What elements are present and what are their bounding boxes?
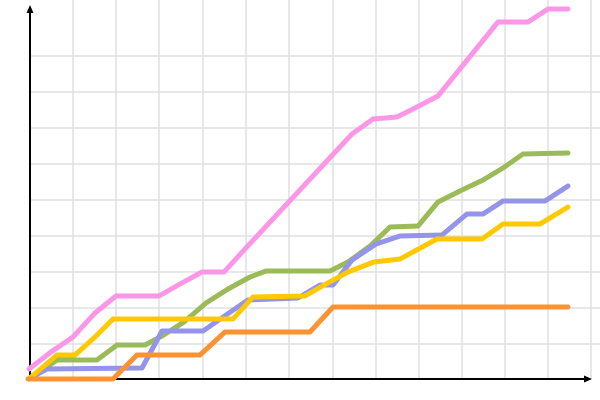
series-blue-line xyxy=(27,183,571,381)
series-pink-line xyxy=(26,6,571,372)
y-axis-arrow-icon xyxy=(26,5,34,13)
series-orange-line xyxy=(25,304,571,382)
series-green-line xyxy=(27,150,571,381)
x-axis-arrow-icon xyxy=(584,375,592,383)
series-yellow-line xyxy=(27,204,571,381)
